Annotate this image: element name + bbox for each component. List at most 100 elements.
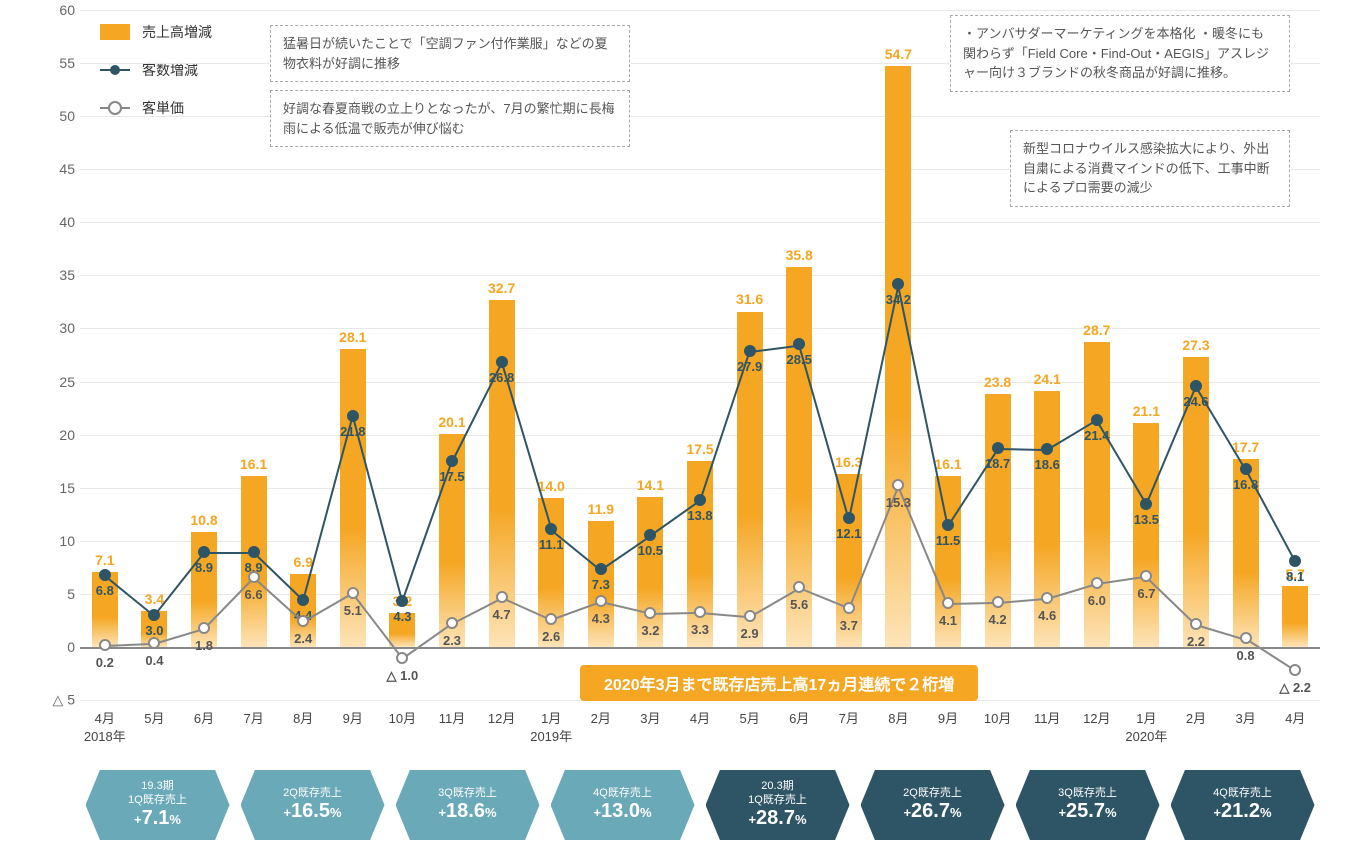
bar-value-label: 31.6 <box>736 291 763 307</box>
y-tick: 50 <box>59 108 75 124</box>
line-value-label: 4.3 <box>592 611 610 626</box>
quarter-label: 4Q既存売上 <box>1171 787 1315 800</box>
line-marker <box>744 345 756 357</box>
x-tick-label: 8月 <box>888 708 908 727</box>
quarter-badge: 20.3期1Q既存売上+28.7% <box>706 770 850 840</box>
line-value-label: 8.1 <box>1286 569 1304 584</box>
line-value-label: 3.7 <box>840 618 858 633</box>
line-marker <box>496 591 508 603</box>
line-value-label: 0.4 <box>145 653 163 668</box>
y-tick: 5 <box>67 586 75 602</box>
line-value-label: △ 2.2 <box>1279 680 1311 696</box>
line-value-label: 4.7 <box>493 607 511 622</box>
x-tick-label: 4月 <box>95 708 115 727</box>
y-tick: 10 <box>59 533 75 549</box>
line-value-label: 13.5 <box>1134 512 1159 527</box>
line-value-label: 18.7 <box>985 456 1010 471</box>
x-tick-label: 10月 <box>389 708 416 727</box>
year-label: 2019年 <box>530 726 572 745</box>
zero-line <box>80 647 1320 649</box>
x-tick-label: 11月 <box>439 708 466 727</box>
x-tick-label: 10月 <box>984 708 1011 727</box>
line-marker <box>396 595 408 607</box>
line-value-label: △ 1.0 <box>387 668 419 684</box>
line-marker <box>446 455 458 467</box>
bar-value-label: 7.1 <box>95 552 114 568</box>
x-tick-label: 5月 <box>144 708 164 727</box>
chart-root: 売上高増減 客数増減 客単価 △ 50510152025303540455055… <box>0 0 1350 855</box>
bar-value-label: 11.9 <box>588 501 614 517</box>
line-marker <box>992 596 1004 608</box>
quarter-value: +28.7% <box>706 807 850 830</box>
line-value-label: 2.4 <box>294 631 312 646</box>
line-marker <box>843 602 855 614</box>
quarter-badge: 3Q既存売上+25.7% <box>1016 770 1160 840</box>
grid-line <box>80 116 1320 117</box>
quarter-value: +26.7% <box>861 800 1005 823</box>
y-tick: 60 <box>59 2 75 18</box>
quarter-badge: 4Q既存売上+13.0% <box>551 770 695 840</box>
quarter-badge: 3Q既存売上+18.6% <box>396 770 540 840</box>
line-value-label: 10.5 <box>638 543 663 558</box>
line-marker <box>347 410 359 422</box>
line-marker <box>1091 577 1103 589</box>
line-value-label: 1.8 <box>195 638 213 653</box>
bar-value-label: 10.8 <box>190 512 217 528</box>
line-marker <box>744 610 756 622</box>
y-tick: 25 <box>59 374 75 390</box>
line-marker <box>297 594 309 606</box>
line-marker <box>446 617 458 629</box>
line-value-label: 4.1 <box>939 613 957 628</box>
y-tick: 55 <box>59 55 75 71</box>
bar-value-label: 27.3 <box>1182 337 1209 353</box>
line-marker <box>148 637 160 649</box>
x-tick-label: 4月 <box>690 708 710 727</box>
line-marker <box>942 597 954 609</box>
quarter-value: +16.5% <box>241 800 385 823</box>
year-label: 2020年 <box>1125 726 1167 745</box>
callout-box: 猛暑日が続いたことで「空調ファン付作業服」などの夏物衣料が好調に推移 <box>270 25 630 82</box>
line-marker <box>892 278 904 290</box>
line-marker <box>148 609 160 621</box>
line-marker <box>892 479 904 491</box>
bar <box>687 461 713 647</box>
line-marker <box>1140 498 1152 510</box>
line-value-label: 11.5 <box>936 533 961 548</box>
x-tick-label: 5月 <box>739 708 759 727</box>
y-tick: 30 <box>59 320 75 336</box>
x-tick-label: 11月 <box>1034 708 1061 727</box>
line-value-label: 4.3 <box>393 609 411 624</box>
line-value-label: 5.1 <box>344 603 362 618</box>
line-marker <box>248 571 260 583</box>
line-marker <box>545 523 557 535</box>
line-value-label: 2.3 <box>443 633 461 648</box>
line-marker <box>644 607 656 619</box>
year-label: 2018年 <box>84 726 126 745</box>
line-value-label: 6.7 <box>1137 586 1155 601</box>
bar-value-label: 54.7 <box>885 46 912 62</box>
y-tick: 40 <box>59 214 75 230</box>
bar-value-label: 23.8 <box>984 374 1011 390</box>
x-tick-label: 1月 <box>1136 708 1156 727</box>
line-value-label: 26.8 <box>489 370 514 385</box>
line-marker <box>1140 570 1152 582</box>
bar-value-label: 20.1 <box>438 414 465 430</box>
line-marker <box>793 338 805 350</box>
x-tick-label: 3月 <box>640 708 660 727</box>
bar-value-label: 28.1 <box>339 329 366 345</box>
quarter-label: 3Q既存売上 <box>396 787 540 800</box>
x-tick-label: 9月 <box>343 708 363 727</box>
x-tick-label: 7月 <box>839 708 859 727</box>
bar-value-label: 35.8 <box>786 247 813 263</box>
x-tick-label: 3月 <box>1235 708 1255 727</box>
highlight-banner: 2020年3月まで既存店売上高17ヵ月連続で２桁増 <box>580 665 978 701</box>
line-marker <box>1240 632 1252 644</box>
bar-value-label: 32.7 <box>488 280 515 296</box>
line-marker <box>1041 592 1053 604</box>
line-marker <box>595 595 607 607</box>
quarter-period: 20.3期 <box>706 780 850 793</box>
x-tick-label: 4月 <box>1285 708 1305 727</box>
quarter-value: +25.7% <box>1016 800 1160 823</box>
quarter-label: 1Q既存売上 <box>86 794 230 807</box>
line-value-label: 12.1 <box>836 526 861 541</box>
